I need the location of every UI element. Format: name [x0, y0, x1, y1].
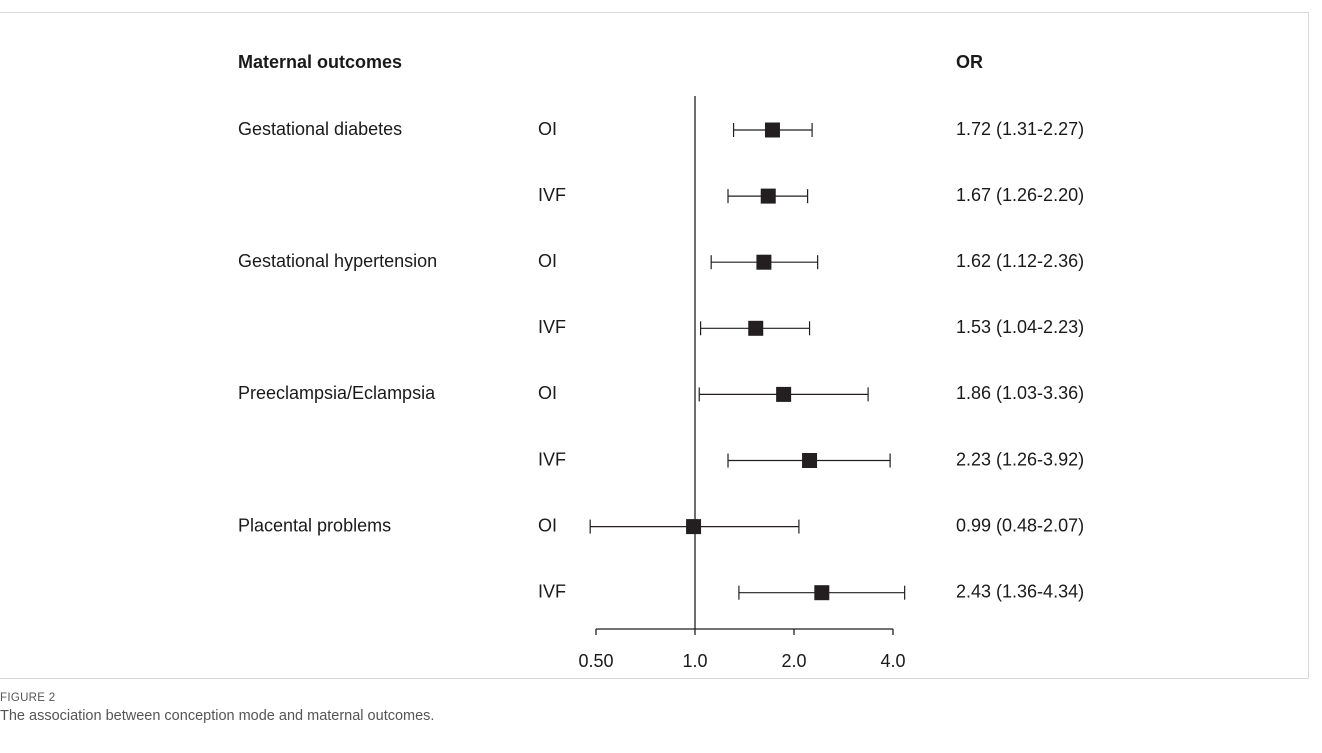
- or-text-7: 2.43 (1.36-4.34): [956, 581, 1084, 601]
- mode-label-5: IVF: [538, 449, 566, 469]
- or-text-3: 1.53 (1.04-2.23): [956, 317, 1084, 337]
- or-marker-5: [802, 453, 818, 468]
- outcome-label-0: Gestational diabetes: [238, 119, 402, 139]
- figure-label: FIGURE 2: [0, 692, 56, 704]
- outcome-label-6: Placental problems: [238, 515, 391, 535]
- mode-label-6: OI: [538, 515, 557, 535]
- or-text-1: 1.67 (1.26-2.20): [956, 185, 1084, 205]
- x-tick-label-0: 0.50: [578, 651, 613, 671]
- or-marker-4: [776, 386, 792, 402]
- x-tick-label-1: 1.0: [682, 651, 707, 671]
- or-marker-0: [764, 122, 780, 138]
- or-text-0: 1.72 (1.31-2.27): [956, 119, 1084, 139]
- header-outcome: Maternal outcomes: [238, 52, 402, 72]
- figure-caption: FIGURE 2 The association between concept…: [0, 692, 1300, 724]
- x-tick-label-3: 4.0: [880, 651, 905, 671]
- forest-plot: Maternal outcomes OR 0.50 1.0 2.0 4.0 Gestatio…: [238, 52, 1084, 671]
- or-text-4: 1.86 (1.03-3.36): [956, 383, 1084, 403]
- figure-frame: Maternal outcomes OR 0.50 1.0 2.0 4.0 Gestatio…: [0, 12, 1309, 679]
- or-marker-2: [756, 254, 772, 270]
- header-or: OR: [956, 52, 983, 72]
- or-marker-1: [760, 188, 776, 204]
- outcome-label-2: Gestational hypertension: [238, 251, 437, 271]
- x-tick-label-2: 2.0: [781, 651, 806, 671]
- or-text-5: 2.23 (1.26-3.92): [956, 449, 1084, 469]
- outcome-label-4: Preeclampsia/Eclampsia: [238, 383, 436, 403]
- or-marker-7: [814, 585, 830, 601]
- or-text-6: 0.99 (0.48-2.07): [956, 515, 1084, 535]
- mode-label-3: IVF: [538, 317, 566, 337]
- mode-label-2: OI: [538, 251, 557, 271]
- or-marker-3: [748, 320, 764, 336]
- mode-label-0: OI: [538, 119, 557, 139]
- or-text-2: 1.62 (1.12-2.36): [956, 251, 1084, 271]
- or-marker-6: [686, 519, 702, 535]
- figure-caption-text: The association between conception mode …: [0, 708, 435, 724]
- mode-label-4: OI: [538, 383, 557, 403]
- mode-label-7: IVF: [538, 581, 566, 601]
- mode-label-1: IVF: [538, 185, 566, 205]
